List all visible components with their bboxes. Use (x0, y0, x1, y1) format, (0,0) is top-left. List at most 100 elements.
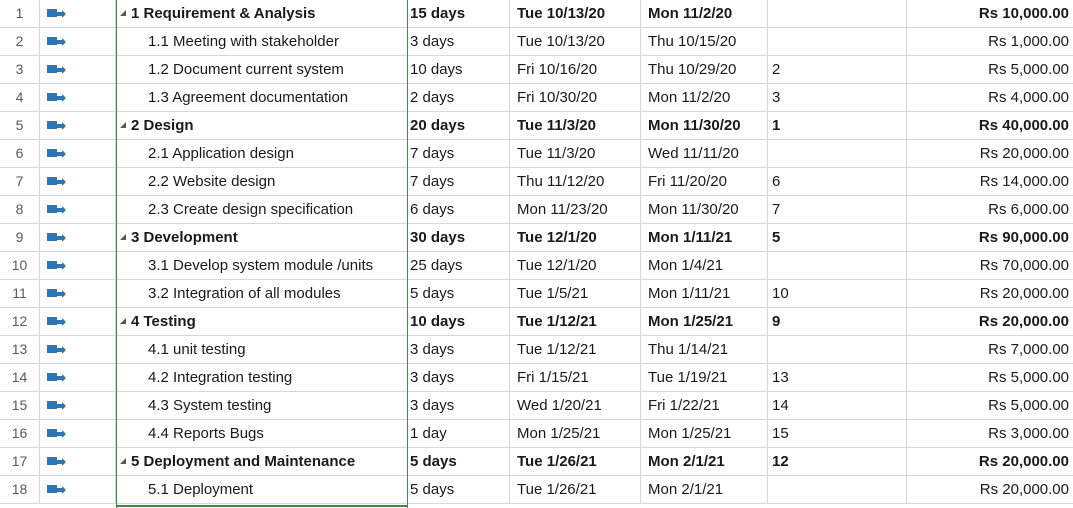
finish-date-cell[interactable]: Tue 1/19/21 (641, 364, 768, 391)
duration-cell[interactable]: 7 days (408, 140, 510, 167)
task-name-cell[interactable]: 1 Requirement & Analysis (116, 0, 408, 27)
task-name-cell[interactable]: 2 Design (116, 112, 408, 139)
row-id[interactable]: 9 (0, 224, 40, 251)
task-row[interactable]: 8 2.3 Create design specification 6 days Mo… (0, 196, 1073, 224)
finish-date-cell[interactable]: Mon 11/2/20 (641, 84, 768, 111)
row-id[interactable]: 5 (0, 112, 40, 139)
finish-date-cell[interactable]: Wed 11/11/20 (641, 140, 768, 167)
row-id[interactable]: 8 (0, 196, 40, 223)
cost-cell[interactable]: Rs 6,000.00 (988, 201, 1069, 218)
task-mode-cell[interactable] (40, 308, 116, 335)
task-row[interactable]: 2 1.1 Meeting with stakeholder 3 days Tue 1… (0, 28, 1073, 56)
predecessors-cell[interactable]: 9 (768, 308, 907, 335)
collapse-triangle-icon[interactable] (120, 458, 126, 464)
start-date-cell[interactable]: Tue 1/26/21 (510, 476, 641, 503)
cost-cell[interactable]: Rs 4,000.00 (988, 89, 1069, 106)
task-row[interactable]: 6 2.1 Application design 7 days Tue 11/3/20… (0, 140, 1073, 168)
task-row[interactable]: 11 3.2 Integration of all modules 5 days Tu… (0, 280, 1073, 308)
summary-task-row[interactable]: 9 3 Development 30 days Tue 12/1/20 Mon 1/11… (0, 224, 1073, 252)
task-mode-cell[interactable] (40, 196, 116, 223)
task-mode-cell[interactable] (40, 224, 116, 251)
cost-cell[interactable]: Rs 90,000.00 (978, 229, 1069, 246)
cost-cell[interactable]: Rs 5,000.00 (988, 397, 1069, 414)
cost-cell[interactable]: Rs 1,000.00 (988, 33, 1069, 50)
collapse-triangle-icon[interactable] (120, 122, 126, 128)
row-id[interactable]: 17 (0, 448, 40, 475)
task-mode-cell[interactable] (40, 252, 116, 279)
cost-cell[interactable]: Rs 10,000.00 (978, 5, 1069, 22)
row-id[interactable]: 16 (0, 420, 40, 447)
row-id[interactable]: 2 (0, 28, 40, 55)
finish-date-cell[interactable]: Mon 11/2/20 (641, 0, 768, 27)
start-date-cell[interactable]: Tue 1/26/21 (510, 448, 641, 475)
cost-cell[interactable]: Rs 7,000.00 (988, 341, 1069, 358)
row-id[interactable]: 3 (0, 56, 40, 83)
predecessors-cell[interactable]: 3 (768, 84, 907, 111)
duration-cell[interactable]: 5 days (408, 448, 510, 475)
task-name-cell[interactable]: 4.1 unit testing (116, 336, 408, 363)
task-mode-cell[interactable] (40, 448, 116, 475)
start-date-cell[interactable]: Wed 1/20/21 (510, 392, 641, 419)
start-date-cell[interactable]: Tue 1/12/21 (510, 308, 641, 335)
task-name-cell[interactable]: 3.1 Develop system module /units (116, 252, 408, 279)
duration-cell[interactable]: 6 days (408, 196, 510, 223)
start-date-cell[interactable]: Tue 12/1/20 (510, 224, 641, 251)
start-date-cell[interactable]: Mon 1/25/21 (510, 420, 641, 447)
duration-cell[interactable]: 20 days (408, 112, 510, 139)
task-mode-cell[interactable] (40, 28, 116, 55)
task-row[interactable]: 18 5.1 Deployment 5 days Tue 1/26/21 Mon 2/1… (0, 476, 1073, 504)
task-mode-cell[interactable] (40, 280, 116, 307)
predecessors-cell[interactable]: 7 (768, 196, 907, 223)
start-date-cell[interactable]: Tue 12/1/20 (510, 252, 641, 279)
duration-cell[interactable]: 15 days (408, 0, 510, 27)
finish-date-cell[interactable]: Mon 1/11/21 (641, 224, 768, 251)
task-name-cell[interactable]: 3.2 Integration of all modules (116, 280, 408, 307)
task-mode-cell[interactable] (40, 0, 116, 27)
collapse-triangle-icon[interactable] (120, 234, 126, 240)
predecessors-cell[interactable]: 13 (768, 364, 907, 391)
predecessors-cell[interactable]: 5 (768, 224, 907, 251)
predecessors-cell[interactable]: 10 (768, 280, 907, 307)
predecessors-cell[interactable] (768, 28, 907, 55)
finish-date-cell[interactable]: Mon 1/11/21 (641, 280, 768, 307)
task-mode-cell[interactable] (40, 56, 116, 83)
cost-cell[interactable]: Rs 20,000.00 (979, 481, 1069, 498)
cost-cell[interactable]: Rs 70,000.00 (979, 257, 1069, 274)
row-id[interactable]: 1 (0, 0, 40, 27)
task-row[interactable]: 7 2.2 Website design 7 days Thu 11/12/20 Fri… (0, 168, 1073, 196)
duration-cell[interactable]: 1 day (408, 420, 510, 447)
start-date-cell[interactable]: Thu 11/12/20 (510, 168, 641, 195)
row-id[interactable]: 18 (0, 476, 40, 503)
row-id[interactable]: 4 (0, 84, 40, 111)
summary-task-row[interactable]: 12 4 Testing 10 days Tue 1/12/21 Mon 1/25/21… (0, 308, 1073, 336)
task-mode-cell[interactable] (40, 364, 116, 391)
task-name-cell[interactable]: 1.2 Document current system (116, 56, 408, 83)
finish-date-cell[interactable]: Mon 2/1/21 (641, 476, 768, 503)
task-row[interactable]: 4 1.3 Agreement documentation 2 days Fri 10… (0, 84, 1073, 112)
predecessors-cell[interactable] (768, 0, 907, 27)
task-name-cell[interactable]: 2.3 Create design specification (116, 196, 408, 223)
task-mode-cell[interactable] (40, 336, 116, 363)
collapse-triangle-icon[interactable] (120, 318, 126, 324)
duration-cell[interactable]: 5 days (408, 280, 510, 307)
predecessors-cell[interactable]: 14 (768, 392, 907, 419)
collapse-triangle-icon[interactable] (120, 10, 126, 16)
start-date-cell[interactable]: Tue 1/12/21 (510, 336, 641, 363)
finish-date-cell[interactable]: Mon 1/25/21 (641, 308, 768, 335)
row-id[interactable]: 6 (0, 140, 40, 167)
finish-date-cell[interactable]: Fri 1/22/21 (641, 392, 768, 419)
task-name-cell[interactable]: 4 Testing (116, 308, 408, 335)
start-date-cell[interactable]: Tue 10/13/20 (510, 28, 641, 55)
task-mode-cell[interactable] (40, 168, 116, 195)
row-id[interactable]: 12 (0, 308, 40, 335)
predecessors-cell[interactable] (768, 336, 907, 363)
predecessors-cell[interactable]: 1 (768, 112, 907, 139)
row-id[interactable]: 10 (0, 252, 40, 279)
predecessors-cell[interactable]: 6 (768, 168, 907, 195)
task-mode-cell[interactable] (40, 392, 116, 419)
task-row[interactable]: 16 4.4 Reports Bugs 1 day Mon 1/25/21 Mon 1/… (0, 420, 1073, 448)
start-date-cell[interactable]: Tue 11/3/20 (510, 140, 641, 167)
finish-date-cell[interactable]: Mon 2/1/21 (641, 448, 768, 475)
task-row[interactable]: 10 3.1 Develop system module /units 25 day… (0, 252, 1073, 280)
task-name-cell[interactable]: 5.1 Deployment (116, 476, 408, 503)
